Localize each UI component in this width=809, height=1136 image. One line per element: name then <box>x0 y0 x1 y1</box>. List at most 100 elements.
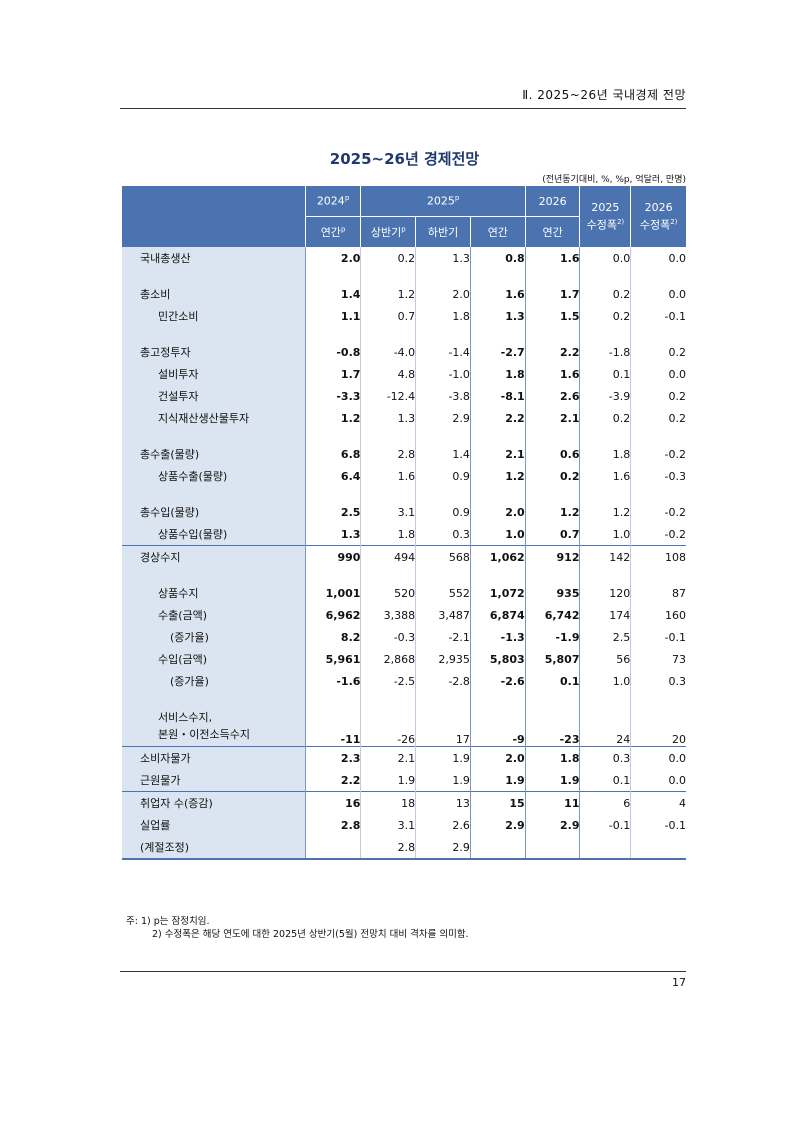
val-rev-2025: 142 <box>579 545 631 568</box>
val-2024: 1,001 <box>304 582 361 604</box>
val-rev-2026: 0.0 <box>630 247 686 269</box>
val-2026-annual: 1.6 <box>524 363 580 385</box>
val-rev-2026: 108 <box>630 545 686 568</box>
row-label: 경상수지 <box>122 545 306 568</box>
table-row: 상품수지 1,001 520 552 1,072 935 120 87 <box>122 582 686 604</box>
spacer-row <box>122 487 686 501</box>
row-label: 상품수입(물량) <box>122 523 306 546</box>
val-2025-h1: 1.3 <box>360 407 416 429</box>
table-row: 총소비 1.4 1.2 2.0 1.6 1.7 0.2 0.0 <box>122 283 686 305</box>
val-rev-2026: 0.3 <box>630 670 686 692</box>
val-2026-annual: 1.7 <box>524 283 580 305</box>
val-2025-annual: 1.0 <box>469 523 526 546</box>
val-2026-annual <box>524 836 580 860</box>
val-2025-annual: 1,062 <box>469 545 526 568</box>
val-2025-h1: 4.8 <box>360 363 416 385</box>
val-2026-annual: 1.5 <box>524 305 580 327</box>
footnotes: 주: 1) p는 잠정치임. 2) 수정폭은 해당 연도에 대한 2025년 상… <box>126 915 469 941</box>
val-2025-h2: 13 <box>415 791 471 814</box>
val-rev-2025: 0.2 <box>579 305 631 327</box>
val-rev-2025: 1.6 <box>579 465 631 487</box>
val-2025-annual: -9 <box>469 706 526 747</box>
row-label: 서비스수지, 본원・이전소득수지 <box>122 706 306 747</box>
col-2024: 2024p <box>304 186 361 217</box>
row-label: 총소비 <box>122 283 306 305</box>
val-2026-annual: -1.9 <box>524 626 580 648</box>
val-2025-annual: 2.0 <box>469 746 526 769</box>
footer-rule <box>120 971 686 972</box>
row-label: 소비자물가 <box>122 746 306 769</box>
val-2025-annual: 15 <box>469 791 526 814</box>
val-2026-annual: 1.2 <box>524 501 580 523</box>
val-2026-annual: 912 <box>524 545 580 568</box>
val-rev-2025: 0.2 <box>579 283 631 305</box>
val-rev-2025: 1.0 <box>579 523 631 546</box>
val-2026-annual: 11 <box>524 791 580 814</box>
val-rev-2025: -1.8 <box>579 341 631 363</box>
val-2025-annual: -1.3 <box>469 626 526 648</box>
val-2024: 2.0 <box>304 247 361 269</box>
val-rev-2026: 73 <box>630 648 686 670</box>
row-label: (증가율) <box>122 626 306 648</box>
val-2025-annual: -8.1 <box>469 385 526 407</box>
row-label: (증가율) <box>122 670 306 692</box>
val-2024: -3.3 <box>304 385 361 407</box>
val-2025-annual: 1.9 <box>469 769 526 792</box>
val-2024: -1.6 <box>304 670 361 692</box>
val-rev-2026: 160 <box>630 604 686 626</box>
val-rev-2026 <box>630 836 686 860</box>
val-2024: 6.8 <box>304 443 361 465</box>
col-2025: 2025p <box>360 186 526 217</box>
val-2025-h2: 2.9 <box>415 407 471 429</box>
row-label: 총수입(물량) <box>122 501 306 523</box>
val-2025-annual: -2.7 <box>469 341 526 363</box>
val-2025-h2: 1.3 <box>415 247 471 269</box>
val-2025-h1: 2.8 <box>360 443 416 465</box>
val-rev-2025: 56 <box>579 648 631 670</box>
val-2024: 2.5 <box>304 501 361 523</box>
val-2024: 990 <box>304 545 361 568</box>
val-2025-h2: -1.4 <box>415 341 471 363</box>
spacer-row <box>122 269 686 283</box>
val-rev-2025: 0.2 <box>579 407 631 429</box>
val-2025-annual: 1.2 <box>469 465 526 487</box>
val-2025-h2: 1.9 <box>415 746 471 769</box>
row-label: 설비투자 <box>122 363 306 385</box>
val-2025-annual: 2.2 <box>469 407 526 429</box>
val-rev-2025: 1.0 <box>579 670 631 692</box>
val-2025-h1: -0.3 <box>360 626 416 648</box>
table-title: 2025~26년 경제전망 <box>329 150 480 168</box>
val-rev-2025: 0.1 <box>579 769 631 792</box>
val-2024: -0.8 <box>304 341 361 363</box>
table-row: 지식재산생산물투자 1.2 1.3 2.9 2.2 2.1 0.2 0.2 <box>122 407 686 429</box>
val-2026-annual: 2.6 <box>524 385 580 407</box>
val-2025-h1: 1.6 <box>360 465 416 487</box>
val-rev-2026: 4 <box>630 791 686 814</box>
val-2025-h2: -3.8 <box>415 385 471 407</box>
val-2025-h1: 0.2 <box>360 247 416 269</box>
val-2025-h1: 0.7 <box>360 305 416 327</box>
val-2025-h2: 1.8 <box>415 305 471 327</box>
val-rev-2025: 1.8 <box>579 443 631 465</box>
running-head: Ⅱ. 2025~26년 국내경제 전망 <box>522 88 686 102</box>
col-revision-2026: 2026 수정폭2) <box>630 186 686 247</box>
val-2025-annual: 1.3 <box>469 305 526 327</box>
val-rev-2025: -3.9 <box>579 385 631 407</box>
val-2025-h1: 1.8 <box>360 523 416 546</box>
table-row: (증가율) -1.6 -2.5 -2.8 -2.6 0.1 1.0 0.3 <box>122 670 686 692</box>
val-2025-h1: -2.5 <box>360 670 416 692</box>
row-label: 수출(금액) <box>122 604 306 626</box>
val-2024: 6,962 <box>304 604 361 626</box>
col-revision-2025: 2025 수정폭2) <box>579 186 631 247</box>
val-2025-annual: 5,803 <box>469 648 526 670</box>
corner-cell <box>122 186 306 247</box>
col-2026-annual: 연간 <box>524 216 580 247</box>
val-2026-annual: 0.7 <box>524 523 580 546</box>
val-2024: 1.2 <box>304 407 361 429</box>
val-2024: 16 <box>304 791 361 814</box>
spacer-row <box>122 429 686 443</box>
val-2024 <box>304 836 361 860</box>
table-row: 근원물가 2.2 1.9 1.9 1.9 1.9 0.1 0.0 <box>122 769 686 792</box>
val-2026-annual: 1.6 <box>524 247 580 269</box>
val-2025-h2: 0.9 <box>415 501 471 523</box>
